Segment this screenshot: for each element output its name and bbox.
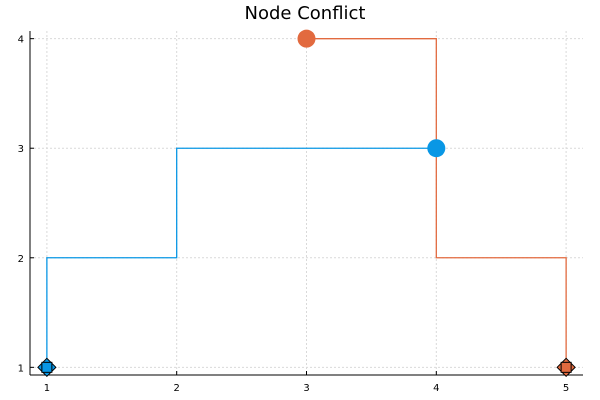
grid	[30, 31, 583, 375]
y-tick-label: 2	[18, 254, 24, 265]
axes	[29, 31, 583, 376]
chart-title: Node Conflict	[245, 3, 366, 24]
series-line-2	[306, 38, 567, 368]
series-2-end-marker	[560, 361, 572, 373]
y-tick-label: 3	[18, 144, 24, 155]
x-tick-label: 4	[433, 383, 439, 394]
series-1-start-marker	[41, 361, 53, 373]
series-lines	[46, 38, 567, 368]
series-2-start-marker	[297, 29, 316, 48]
x-tick-label: 2	[174, 383, 180, 394]
x-tick-label: 3	[303, 383, 309, 394]
y-tick-label: 4	[18, 35, 24, 46]
series-line-1	[46, 147, 437, 368]
x-tick-label: 5	[563, 383, 569, 394]
x-tick-label: 1	[44, 383, 50, 394]
y-tick-label: 1	[18, 363, 24, 374]
series-1-end-marker	[427, 139, 446, 158]
markers	[37, 29, 576, 378]
tick-labels: 1 2 3 4 5 1 2 3 4	[18, 35, 570, 394]
